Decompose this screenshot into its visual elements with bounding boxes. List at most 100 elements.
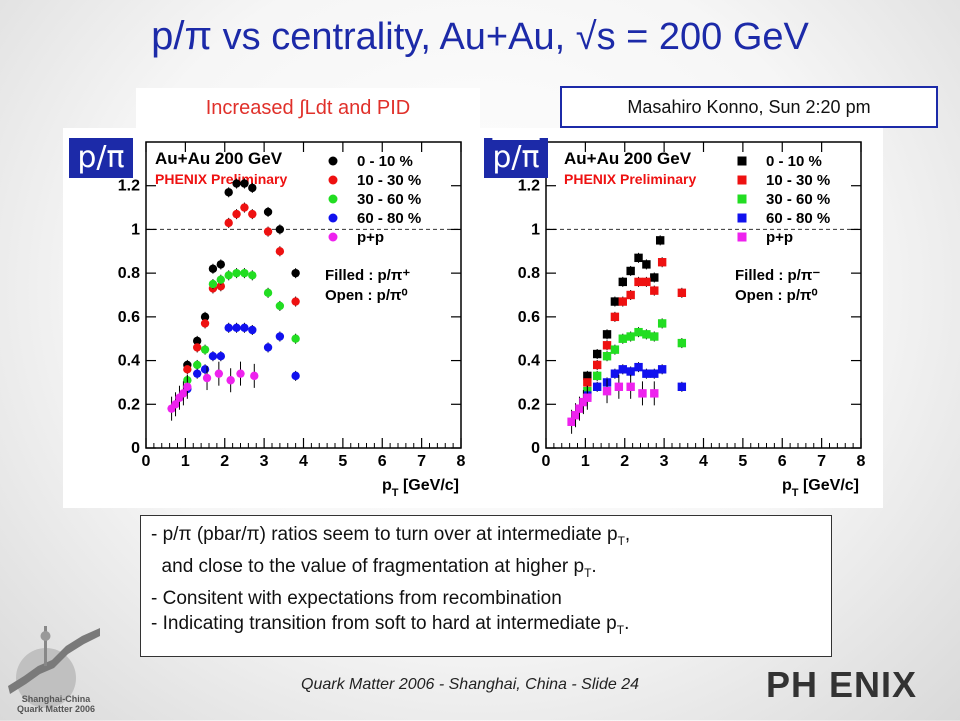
legend-label: p+p (357, 229, 384, 246)
data-point (224, 218, 233, 228)
filled-open-note: Filled : p/π⁻ (735, 267, 820, 284)
data-point (240, 179, 249, 188)
data-point (614, 382, 624, 391)
data-point (571, 411, 580, 420)
legend-marker (328, 213, 338, 223)
data-point (626, 266, 635, 276)
data-point (216, 352, 226, 361)
data-point (248, 183, 257, 193)
data-point (657, 319, 667, 328)
data-point (291, 297, 300, 306)
title-rest: vs centrality, Au+Au, √s = 200 GeV (212, 16, 809, 58)
title-ratio: p/π (151, 14, 213, 58)
data-point (214, 369, 224, 378)
data-point (200, 312, 210, 322)
filled-open-note: Filled : p/π⁺ (325, 267, 410, 284)
legend-label: 10 - 30 % (357, 172, 421, 189)
legend-marker (737, 232, 747, 242)
ratio-badge-left: p/π (69, 138, 133, 178)
legend-marker (737, 175, 747, 185)
data-point (248, 209, 257, 219)
data-point (638, 389, 647, 398)
data-point (226, 376, 235, 385)
data-point (602, 352, 612, 361)
data-point (240, 203, 249, 212)
data-point (275, 247, 285, 256)
data-point (626, 367, 635, 376)
data-point (634, 362, 643, 372)
data-point (224, 188, 233, 197)
data-point (626, 290, 635, 300)
data-point (579, 397, 588, 407)
legend-label: 0 - 10 % (357, 153, 413, 170)
legend-marker (737, 213, 747, 223)
chart-panel-left: 0 1 2 3 4 5 6 7 8 0 0.2 0.4 0.6 0.8 1 1.2 pT [GeV/c] Au+A… (63, 128, 480, 508)
legend-label: 30 - 60 % (766, 191, 830, 208)
data-point (192, 343, 202, 352)
data-point (677, 288, 687, 298)
data-point (610, 345, 620, 354)
data-point (650, 286, 659, 295)
data-point (275, 332, 285, 341)
data-point (263, 227, 273, 236)
data-point (677, 382, 687, 391)
data-point (618, 365, 627, 374)
data-point (192, 369, 202, 378)
data-point (634, 277, 643, 287)
chart-panel-right: 0 1 2 3 4 5 6 7 8 0 0.2 0.4 0.6 0.8 1 1.2 pT [GeV/c] Au+A… (480, 128, 883, 508)
data-point (642, 369, 651, 378)
data-point (634, 327, 643, 337)
data-point (583, 378, 592, 387)
data-point (263, 288, 273, 298)
data-point (224, 271, 233, 280)
x-axis-label: pT [GeV/c] (382, 477, 459, 499)
data-point (232, 179, 241, 188)
filled-open-note: Open : p/π⁰ (735, 287, 818, 304)
legend-label: 10 - 30 % (766, 172, 830, 189)
data-point (657, 365, 667, 374)
data-point (567, 417, 576, 426)
data-point (610, 312, 620, 322)
data-point (592, 349, 602, 359)
data-point (655, 236, 665, 245)
data-point (650, 273, 659, 282)
x-tick-label: 0 (542, 453, 551, 470)
data-point (248, 271, 257, 280)
data-point (200, 365, 210, 374)
y-tick-label: 1.2 (518, 178, 540, 195)
data-point (642, 277, 651, 287)
legend-label: p+p (766, 229, 793, 246)
data-point (657, 258, 667, 267)
data-point (263, 343, 273, 352)
data-point (200, 345, 210, 354)
x-tick-label: 0 (142, 453, 151, 470)
filled-open-note: Open : p/π⁰ (325, 287, 408, 304)
data-point (677, 338, 687, 348)
data-point (291, 268, 300, 278)
data-point (583, 371, 592, 381)
data-point (192, 360, 202, 370)
logo-line-2: Quark Matter 2006 (17, 704, 95, 714)
data-point (183, 365, 192, 374)
note-line: - Consitent with expectations from recom… (151, 587, 562, 609)
legend-marker (737, 156, 747, 166)
data-point (275, 225, 285, 234)
data-point (179, 389, 188, 398)
data-point (200, 319, 210, 328)
y-tick-label: 0.2 (518, 396, 540, 413)
legend-marker (328, 232, 338, 242)
y-tick-label: 1 (531, 221, 540, 238)
legend-label: 60 - 80 % (357, 210, 421, 227)
x-tick-label: 7 (817, 453, 826, 470)
data-point (626, 332, 635, 341)
data-point (216, 282, 226, 291)
x-tick-label: 6 (378, 453, 387, 470)
data-point (618, 334, 627, 343)
chart-header: Au+Au 200 GeV (564, 149, 692, 168)
y-tick-label: 0 (131, 440, 140, 457)
subtitle: Increased ∫Ldt and PID (136, 88, 480, 128)
conference-logo: Shanghai-China Quark Matter 2006 (4, 606, 108, 716)
chart-right: 0 1 2 3 4 5 6 7 8 0 0.2 0.4 0.6 0.8 1 1.2 pT [GeV/c] Au+A… (518, 141, 866, 499)
data-point (216, 275, 226, 284)
data-point (192, 336, 202, 346)
